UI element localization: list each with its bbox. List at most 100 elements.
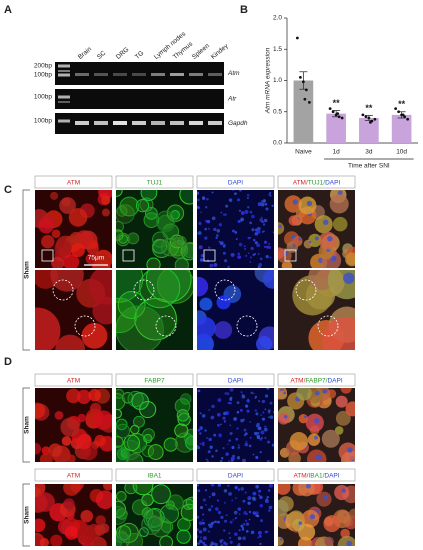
micrograph: [116, 190, 193, 268]
nucleus: [219, 241, 224, 246]
cell: [166, 204, 185, 222]
nucleus: [256, 434, 260, 438]
header-part: FABP7: [144, 377, 165, 384]
nucleus: [204, 236, 208, 240]
cell: [39, 453, 53, 462]
gel-band: [94, 73, 108, 76]
nucleus: [237, 252, 241, 256]
roi-box: [284, 249, 297, 262]
nucleus: [259, 451, 262, 454]
nucleus: [262, 270, 274, 289]
nucleus: [227, 402, 230, 405]
nucleus: [199, 536, 202, 539]
nucleus: [213, 263, 218, 267]
significance: **: [398, 99, 406, 109]
nucleus: [241, 526, 245, 530]
nucleus: [204, 227, 208, 231]
cell: [61, 436, 72, 446]
micrograph: [197, 190, 274, 268]
nucleus: [242, 418, 245, 421]
nucleus: [217, 484, 222, 487]
data-point: [340, 116, 344, 120]
nucleus: [247, 252, 250, 254]
nucleus: [261, 417, 266, 421]
nucleus: [206, 197, 209, 201]
cell: [116, 408, 122, 419]
cell: [176, 529, 191, 544]
data-point: [361, 113, 365, 117]
marker-label: 200bp: [34, 63, 52, 70]
nucleus: [244, 432, 248, 436]
nucleus: [264, 436, 267, 439]
nucleus: [323, 494, 329, 500]
nucleus: [205, 219, 208, 223]
micrograph: [197, 484, 274, 546]
nucleus: [201, 414, 206, 418]
nucleus: [227, 460, 231, 462]
nucleus: [242, 536, 246, 541]
data-point: [328, 107, 332, 111]
nucleus: [258, 489, 262, 493]
cell: [335, 410, 351, 426]
cell: [130, 424, 140, 435]
nucleus: [249, 221, 253, 225]
cell: [174, 423, 189, 438]
cell: [93, 410, 112, 431]
ladder-band: [58, 95, 70, 99]
y-tick-label: 0.0: [273, 140, 282, 147]
nucleus: [240, 219, 243, 222]
nucleus: [260, 203, 265, 207]
nucleus: [247, 236, 251, 240]
panel-label: A: [4, 4, 12, 16]
nucleus: [248, 518, 251, 521]
nucleus: [237, 507, 242, 511]
micrograph: [197, 270, 274, 350]
nucleus: [198, 222, 202, 226]
nucleus: [231, 499, 234, 502]
nucleus: [199, 258, 204, 262]
nucleus: [229, 431, 233, 436]
cell: [131, 499, 149, 516]
nucleus: [260, 414, 262, 416]
column-header: ATM/IBA1/DAPI: [293, 472, 339, 479]
cell: [335, 395, 348, 408]
gene-label: Atm: [227, 70, 240, 77]
header-box: [115, 373, 194, 387]
nucleus: [213, 520, 216, 524]
nucleus: [246, 193, 250, 197]
nucleus: [246, 409, 250, 413]
nucleus: [248, 510, 252, 514]
nucleus: [236, 401, 240, 405]
cell: [54, 410, 64, 420]
cell: [152, 231, 169, 248]
nucleus: [234, 532, 238, 536]
header-part: IBA1: [147, 472, 161, 479]
cell: [35, 402, 46, 419]
cell: [340, 388, 352, 394]
nucleus: [241, 394, 246, 399]
nucleus: [202, 527, 207, 532]
nucleus: [217, 510, 222, 515]
cell: [340, 528, 350, 539]
y-tick-label: 1.0: [273, 77, 282, 84]
cell: [323, 515, 341, 533]
cell: [116, 505, 128, 525]
nucleus: [226, 392, 230, 396]
nucleus: [267, 440, 270, 444]
nucleus: [234, 192, 237, 196]
nucleus: [225, 204, 229, 208]
header-box: [115, 175, 194, 189]
header-part: IBA1/: [308, 472, 324, 479]
nucleus: [199, 426, 203, 430]
micrograph-bg: [197, 484, 274, 546]
nucleus: [223, 489, 228, 493]
cell: [116, 232, 130, 247]
nucleus: [327, 236, 333, 242]
header-box: [196, 175, 275, 189]
lane-label: TG: [134, 50, 145, 61]
nucleus: [197, 198, 200, 202]
nucleus: [315, 454, 322, 461]
cell: [345, 252, 355, 267]
cell: [329, 194, 349, 214]
nucleus: [199, 432, 202, 435]
